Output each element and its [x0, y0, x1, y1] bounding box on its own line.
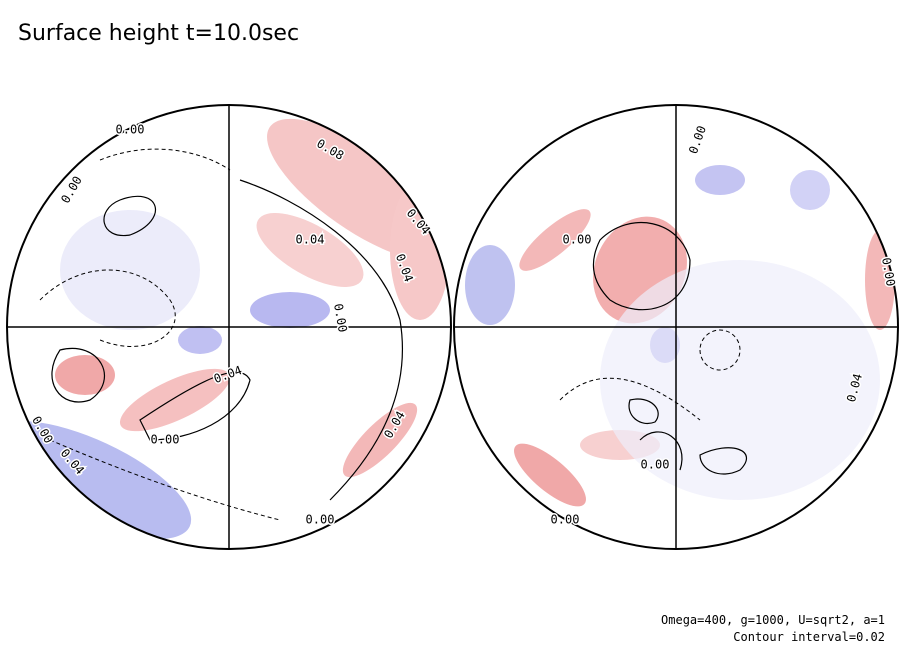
footer-note: Contour interval=0.02 [733, 630, 885, 644]
contour-label: 0.00 [879, 256, 898, 287]
contour-label: 0.00 [116, 123, 145, 137]
contour-label: 0.00 [641, 458, 670, 472]
contour-label: 0.00 [306, 513, 335, 527]
title: Surface height t=10.0sec [18, 21, 299, 46]
contour-label: 0.00 [331, 302, 350, 333]
contour-label: 0.00 [563, 233, 592, 247]
right-hemisphere [465, 165, 895, 507]
left-hemisphere [7, 118, 451, 539]
footer-note: Omega=400, g=1000, U=sqrt2, a=1 [661, 613, 885, 627]
contour-label: 0.00 [151, 433, 180, 447]
contour-label: 0.04 [296, 233, 325, 247]
contour-label: 0.00 [686, 124, 709, 156]
contour-label: 0.00 [58, 174, 85, 206]
contour-label: 0.00 [551, 513, 580, 527]
